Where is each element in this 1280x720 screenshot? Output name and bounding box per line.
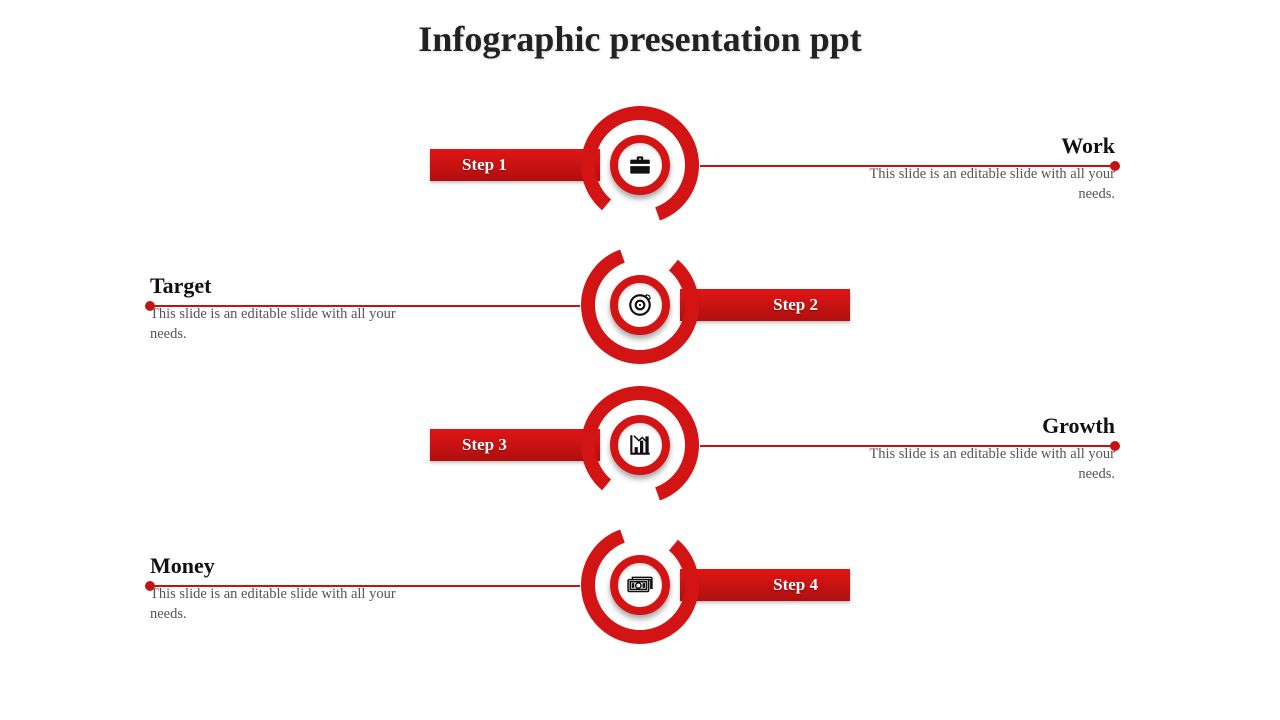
step-textblock: Growth This slide is an editable slide wi… [855,413,1115,484]
step-label: Step 3 [462,435,507,455]
step-textblock: Target This slide is an editable slide wi… [150,273,410,344]
step-label: Step 2 [773,295,818,315]
step-heading: Work [855,133,1115,159]
step-row: Step 4 Money This slide is an editable sli… [0,515,1280,655]
step-row: Step 3 Growth This slide is an editable sl… [0,375,1280,515]
step-label-tab: Step 1 [430,149,600,181]
step-node [580,385,700,505]
step-heading: Target [150,273,410,299]
step-label-tab: Step 2 [680,289,850,321]
page-title: Infographic presentation ppt [0,18,1280,60]
step-textblock: Money This slide is an editable slide wit… [150,553,410,624]
step-heading: Money [150,553,410,579]
money-icon [610,555,670,615]
step-row: Step 2 Target This slide is an editable sl… [0,235,1280,375]
step-description: This slide is an editable slide with all… [855,165,1115,204]
step-node [580,105,700,225]
step-label-tab: Step 4 [680,569,850,601]
step-node [580,245,700,365]
step-description: This slide is an editable slide with all… [150,585,410,624]
step-heading: Growth [855,413,1115,439]
step-node [580,525,700,645]
step-label: Step 4 [773,575,818,595]
step-row: Step 1 Work This slide is an editable slid… [0,95,1280,235]
step-description: This slide is an editable slide with all… [150,305,410,344]
step-label: Step 1 [462,155,507,175]
step-label-tab: Step 3 [430,429,600,461]
target-icon [610,275,670,335]
chart-icon [610,415,670,475]
step-textblock: Work This slide is an editable slide with… [855,133,1115,204]
briefcase-icon [610,135,670,195]
step-description: This slide is an editable slide with all… [855,445,1115,484]
